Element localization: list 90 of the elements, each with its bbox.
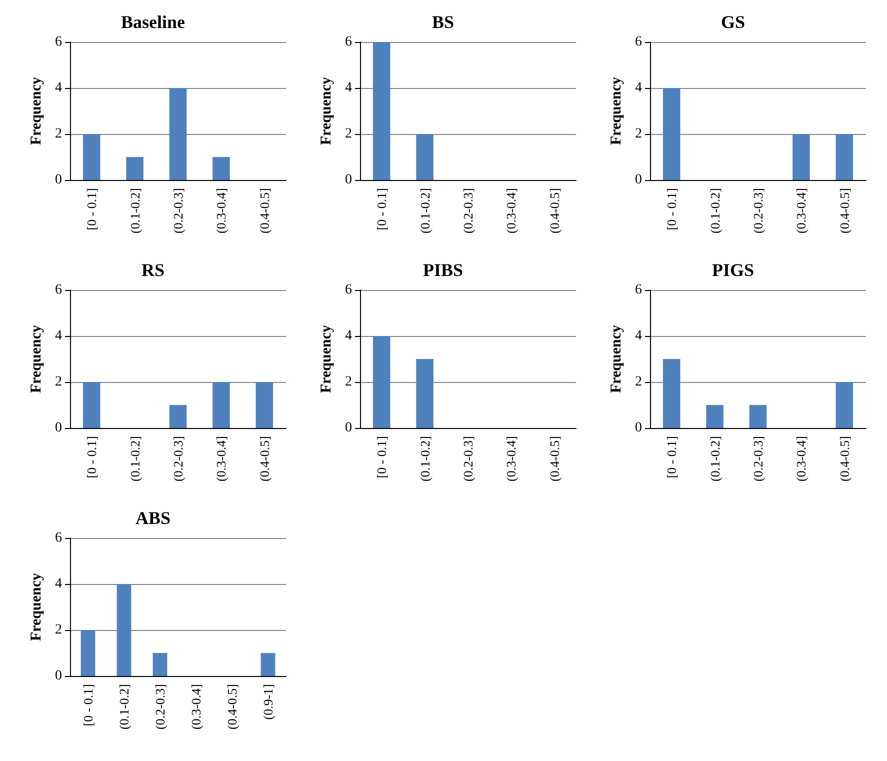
y-axis-title: Frequency: [318, 76, 334, 146]
chart-title: ABS: [135, 508, 171, 528]
y-tick-label: 6: [55, 34, 62, 50]
x-tick-label: (0.3-0.4]: [504, 436, 519, 482]
x-tick-label: (0.3-0.4]: [214, 188, 229, 234]
y-tick-label: 0: [345, 420, 352, 436]
bar: [260, 653, 276, 676]
y-tick-label: 6: [345, 34, 352, 50]
y-tick-label: 0: [55, 172, 62, 188]
y-tick-label: 4: [635, 328, 642, 344]
x-tick-label: (0.4-0.5]: [224, 684, 240, 730]
chart-title: RS: [141, 260, 165, 280]
y-tick-label: 6: [55, 282, 62, 298]
bar: [662, 359, 680, 428]
x-tick-label: [0 - 0.1]: [664, 436, 680, 478]
x-tick-label: (0.2-0.3]: [460, 188, 476, 234]
bar: [152, 653, 168, 676]
x-tick-label: (0.4-0.5]: [836, 188, 852, 234]
chart-title: PIGS: [712, 260, 754, 280]
x-tick-label: (0.9-1]: [260, 684, 276, 720]
y-tick-label: 6: [345, 282, 352, 298]
x-tick-label: (0.3-0.4]: [504, 188, 519, 234]
x-tick-label: (0.4-0.5]: [256, 436, 272, 482]
x-tick-label: [0 - 0.1]: [80, 684, 96, 726]
bar: [82, 134, 100, 180]
bar: [706, 405, 724, 428]
y-tick-label: 6: [635, 34, 642, 50]
y-tick-label: 2: [635, 126, 642, 142]
y-tick-label: 4: [55, 80, 62, 96]
bar: [116, 584, 132, 676]
x-tick-label: (0.2-0.3]: [750, 188, 766, 234]
y-tick-label: 4: [635, 80, 642, 96]
bar: [836, 382, 854, 428]
y-axis-title: Frequency: [28, 76, 44, 146]
chart-title: GS: [720, 12, 746, 32]
x-tick-label: [0 - 0.1]: [664, 188, 680, 230]
y-tick-label: 0: [635, 172, 642, 188]
y-tick-label: 0: [55, 420, 62, 436]
x-tick-label: (0.3-0.4]: [188, 684, 204, 730]
x-tick-label: (0.1-0.2]: [116, 684, 132, 730]
x-tick-label: (0.4-0.5]: [836, 436, 852, 482]
bar: [212, 157, 230, 180]
x-tick-label: [0 - 0.1]: [374, 188, 390, 230]
x-tick-label: (0.4-0.5]: [546, 188, 562, 234]
y-tick-label: 4: [55, 576, 62, 592]
chart-title: Baseline: [120, 12, 186, 32]
x-tick-label: (0.2-0.3]: [170, 188, 186, 234]
y-axis-title: Frequency: [28, 572, 44, 642]
y-tick-label: 2: [635, 374, 642, 390]
bar: [80, 630, 96, 676]
x-tick-label: (0.1-0.2]: [127, 436, 142, 482]
y-tick-label: 2: [55, 622, 62, 638]
y-axis-title: Frequency: [608, 324, 624, 394]
y-tick-label: 6: [55, 530, 62, 546]
y-tick-label: 6: [635, 282, 642, 298]
x-tick-label: [0 - 0.1]: [84, 188, 100, 230]
y-tick-label: 0: [55, 668, 62, 684]
x-tick-label: [0 - 0.1]: [84, 436, 100, 478]
bar: [169, 88, 187, 180]
x-tick-label: (0.4-0.5]: [256, 188, 272, 234]
y-tick-label: 4: [55, 328, 62, 344]
x-tick-label: (0.2-0.3]: [152, 684, 168, 730]
chart-title: PIBS: [422, 260, 464, 280]
x-tick-label: (0.2-0.3]: [170, 436, 186, 482]
x-tick-label: (0.1-0.2]: [417, 188, 432, 234]
x-tick-label: (0.1-0.2]: [707, 188, 722, 234]
y-axis-title: Frequency: [608, 76, 624, 146]
y-tick-label: 0: [345, 172, 352, 188]
x-tick-label: (0.3-0.4]: [214, 436, 229, 482]
y-tick-label: 4: [345, 80, 352, 96]
y-tick-label: 0: [635, 420, 642, 436]
y-axis-title: Frequency: [28, 324, 44, 394]
y-tick-label: 2: [55, 126, 62, 142]
x-tick-label: (0.1-0.2]: [707, 436, 722, 482]
x-tick-label: (0.4-0.5]: [546, 436, 562, 482]
x-tick-label: [0 - 0.1]: [374, 436, 390, 478]
x-tick-label: (0.2-0.3]: [750, 436, 766, 482]
x-tick-label: (0.3-0.4]: [794, 188, 809, 234]
y-tick-label: 4: [345, 328, 352, 344]
y-tick-label: 2: [345, 374, 352, 390]
bar: [126, 157, 144, 180]
x-tick-label: (0.3-0.4]: [794, 436, 809, 482]
y-axis-title: Frequency: [318, 324, 334, 394]
y-tick-label: 2: [345, 126, 352, 142]
x-tick-label: (0.1-0.2]: [127, 188, 142, 234]
chart-title: BS: [432, 12, 454, 32]
x-tick-label: (0.2-0.3]: [460, 436, 476, 482]
bar: [749, 405, 767, 428]
y-tick-label: 2: [55, 374, 62, 390]
x-tick-label: (0.1-0.2]: [417, 436, 432, 482]
